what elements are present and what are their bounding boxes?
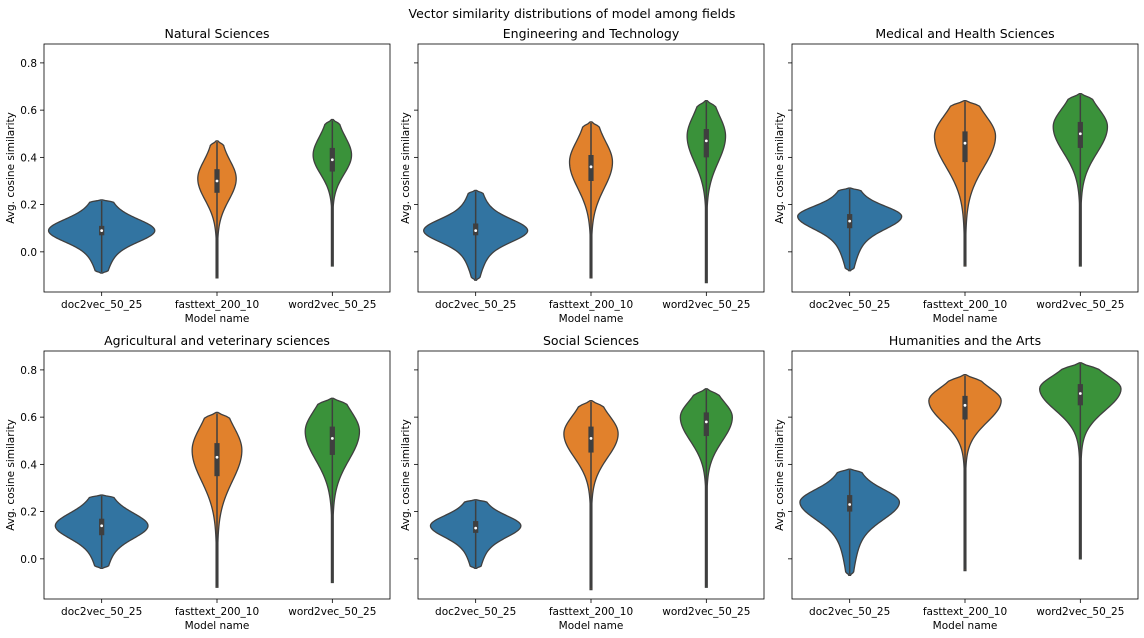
violin-median-point [848, 503, 852, 506]
violin-median-point [704, 420, 708, 424]
subplot-title: Social Sciences [543, 333, 639, 348]
x-axis-label: Model name [933, 313, 998, 325]
x-tick-label: word2vec_50_25 [288, 606, 376, 618]
violin-iqr-box [962, 131, 968, 163]
subplot-1: 0.0 0.2 0.4 0.6 0.8 doc2vec_50_25 fasttext_200… [5, 26, 391, 325]
x-tick-label: fasttext_200_10 [549, 606, 633, 618]
y-tick-label: 0.6 [20, 105, 37, 117]
violin-median-point [589, 165, 593, 169]
subplot-title: Agricultural and veterinary sciences [104, 333, 330, 348]
violin-iqr-box [703, 412, 709, 437]
subplot-3: doc2vec_50_25 fasttext_200_10 word2vec_50_… [774, 26, 1139, 325]
x-tick-label: word2vec_50_25 [1036, 606, 1124, 618]
x-tick-label: fasttext_200_10 [175, 606, 259, 618]
x-tick-label: fasttext_200_10 [923, 606, 1007, 618]
panels: 0.0 0.2 0.4 0.6 0.8 doc2vec_50_25 fasttext_200… [5, 26, 1139, 632]
violin-iqr-box [214, 443, 220, 477]
y-tick-label: 0.0 [20, 554, 37, 566]
figure-suptitle: Vector similarity distributions of model… [409, 6, 736, 21]
x-tick-label: doc2vec_50_25 [61, 299, 142, 311]
y-axis-label: Avg. cosine similarity [5, 112, 17, 224]
axes-frame [43, 43, 391, 293]
x-tick-label: fasttext_200_10 [549, 299, 633, 311]
violin-median-point [474, 526, 478, 530]
y-tick-label: 0.6 [20, 412, 37, 424]
x-tick-label: word2vec_50_25 [662, 606, 750, 618]
x-tick-label: fasttext_200_10 [175, 299, 259, 311]
axes-frame [417, 350, 765, 600]
y-tick-label: 0.2 [20, 507, 37, 519]
subplot-title: Engineering and Technology [503, 26, 680, 41]
x-tick-label: doc2vec_50_25 [809, 606, 890, 618]
violin-median-point [100, 229, 104, 232]
violin-median-point [589, 436, 593, 440]
subplot-4: 0.0 0.2 0.4 0.6 0.8 doc2vec_50_25 fasttext_200… [5, 333, 391, 632]
violin-median-point [704, 139, 708, 143]
x-axis-label: Model name [559, 313, 624, 325]
y-tick-label: 0.2 [20, 200, 37, 212]
y-tick-label: 0.8 [20, 365, 37, 377]
x-tick-label: doc2vec_50_25 [809, 299, 890, 311]
x-tick-label: fasttext_200_10 [923, 299, 1007, 311]
x-tick-label: word2vec_50_25 [288, 299, 376, 311]
axes-frame [791, 350, 1139, 600]
violin-iqr-box [962, 395, 968, 420]
x-axis-label: Model name [559, 620, 624, 632]
y-tick-label: 0.0 [20, 247, 37, 259]
subplot-title: Medical and Health Sciences [875, 26, 1054, 41]
y-axis-label: Avg. cosine similarity [774, 419, 786, 531]
y-tick-label: 0.4 [20, 459, 37, 471]
subplot-5: doc2vec_50_25 fasttext_200_10 word2vec_50_… [400, 333, 765, 632]
violin-median-point [215, 455, 219, 459]
x-axis-label: Model name [185, 313, 250, 325]
violin-median-point [1078, 392, 1082, 395]
violin-median-point [100, 524, 104, 528]
y-axis-label: Avg. cosine similarity [5, 419, 17, 531]
x-tick-label: doc2vec_50_25 [435, 606, 516, 618]
x-axis-label: Model name [933, 620, 998, 632]
x-tick-label: word2vec_50_25 [1036, 299, 1124, 311]
violin-iqr-box [703, 129, 709, 158]
y-axis-label: Avg. cosine similarity [400, 419, 412, 531]
subplot-2: doc2vec_50_25 fasttext_200_10 word2vec_50_… [400, 26, 765, 325]
y-axis-label: Avg. cosine similarity [400, 112, 412, 224]
axes-frame [791, 43, 1139, 293]
y-tick-label: 0.4 [20, 152, 37, 164]
violin-median-point [963, 403, 967, 407]
y-axis-label: Avg. cosine similarity [774, 112, 786, 224]
axes-frame [43, 350, 391, 600]
axes-frame [417, 43, 765, 293]
subplot-6: doc2vec_50_25 fasttext_200_10 word2vec_50_… [774, 333, 1139, 632]
x-axis-label: Model name [185, 620, 250, 632]
x-tick-label: word2vec_50_25 [662, 299, 750, 311]
violin-median-point [474, 229, 478, 232]
violin-median-point [848, 219, 852, 223]
violin-median-point [215, 179, 219, 183]
y-tick-label: 0.8 [20, 58, 37, 70]
x-tick-label: doc2vec_50_25 [61, 606, 142, 618]
x-tick-label: doc2vec_50_25 [435, 299, 516, 311]
subplot-title: Natural Sciences [164, 26, 269, 41]
violin-median-point [330, 158, 334, 162]
violin-median-point [1078, 132, 1082, 136]
violin-iqr-box [329, 426, 335, 455]
violin-median-point [330, 436, 334, 440]
violin-median-point [963, 141, 967, 145]
subplot-title: Humanities and the Arts [889, 333, 1041, 348]
